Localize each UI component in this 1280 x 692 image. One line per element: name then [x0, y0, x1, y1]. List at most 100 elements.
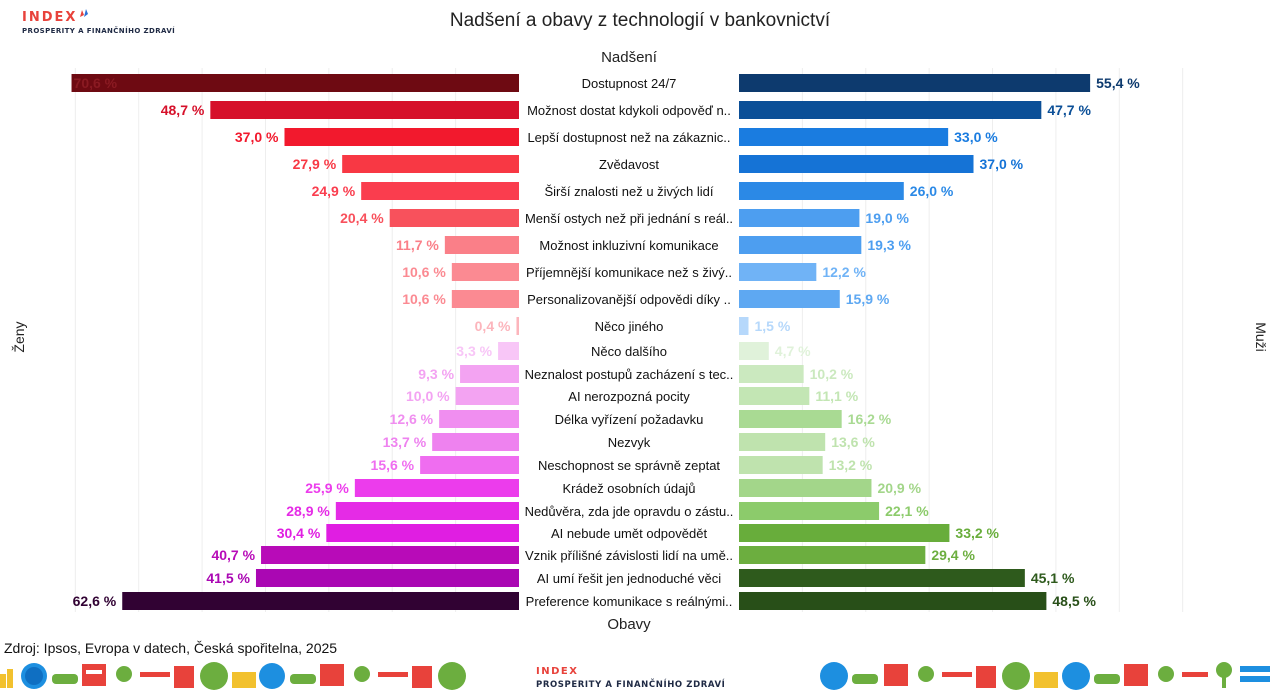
bar-icon — [1034, 672, 1058, 688]
data-label-women: 70,6 % — [74, 75, 118, 91]
footer-logo-subtitle: PROSPERITY A FINANČNÍHO ZDRAVÍ — [536, 678, 725, 690]
data-label-women: 11,7 % — [396, 237, 439, 253]
bar-women — [361, 182, 519, 200]
data-label-women: 3,3 % — [456, 343, 492, 359]
bar-women — [354, 479, 519, 497]
car-icon — [1094, 674, 1120, 684]
gear-icon — [354, 666, 370, 682]
bar-men — [739, 342, 769, 360]
gear-icon — [116, 666, 132, 682]
bar-men — [739, 128, 949, 146]
category-label: Neznalost postupů zacházení s tec.. — [525, 367, 734, 382]
tree-trunk-icon — [1222, 676, 1226, 688]
bench-icon — [884, 664, 908, 686]
car-icon — [52, 674, 78, 684]
data-label-women: 10,6 % — [402, 264, 446, 280]
bench-icon — [82, 664, 106, 686]
category-label: Nedůvěra, zda jde opravdu o zástu.. — [525, 504, 734, 519]
category-label: Neschopnost se správně zeptat — [538, 458, 720, 473]
bar-women — [444, 236, 519, 254]
category-label: Nezvyk — [608, 435, 651, 450]
bar-women — [516, 317, 519, 335]
fence-icon — [140, 672, 170, 677]
water-icon — [1240, 666, 1270, 672]
data-label-men: 22,1 % — [885, 503, 929, 519]
bench-icon — [1124, 664, 1148, 686]
data-label-women: 0,4 % — [475, 318, 511, 334]
diverging-bar-chart: Nadšení Obavy Ženy Muži 70,6 % 55,4 % Dostupno… — [11, 49, 1269, 633]
source-note: Zdroj: Ipsos, Evropa v datech, Česká spo… — [4, 640, 338, 656]
data-label-men: 55,4 % — [1096, 75, 1140, 91]
bar-men — [739, 182, 904, 200]
data-label-men: 4,7 % — [775, 343, 811, 359]
category-label: Dostupnost 24/7 — [582, 76, 677, 91]
bar-women — [342, 155, 519, 173]
category-label: AI umí řešit jen jednoduché věci — [537, 571, 721, 586]
bar-men — [739, 502, 880, 520]
category-label: Krádež osobních údajů — [563, 481, 696, 496]
data-label-women: 27,9 % — [293, 156, 337, 172]
data-label-women: 10,6 % — [402, 291, 446, 307]
data-label-men: 12,2 % — [822, 264, 866, 280]
tree-icon — [1002, 662, 1030, 690]
footer-logo-text: INDEX — [536, 666, 578, 677]
category-label: Vznik přílišné závislosti lidí na umě.. — [525, 548, 733, 563]
category-label: Zvědavost — [599, 157, 659, 172]
bar-women — [432, 433, 519, 451]
bar-women — [451, 263, 519, 281]
bar-men — [739, 365, 804, 383]
globe-icon — [259, 663, 285, 689]
bench-icon — [320, 664, 344, 686]
footer-icon-row-left — [0, 662, 466, 690]
data-label-women: 62,6 % — [73, 593, 117, 609]
data-label-men: 45,1 % — [1031, 570, 1075, 586]
bar-men — [739, 74, 1091, 92]
bar-men — [739, 209, 860, 227]
bar-women — [420, 456, 519, 474]
logo-subtitle: PROSPERITY A FINANČNÍHO ZDRAVÍ — [22, 27, 176, 35]
bar-men — [739, 101, 1042, 119]
data-label-men: 10,2 % — [810, 366, 854, 382]
flag-icon — [80, 9, 89, 17]
data-label-women: 15,6 % — [371, 457, 415, 473]
bar-men — [739, 524, 950, 542]
category-label: Personalizovanější odpovědi díky .. — [527, 292, 731, 307]
globe-icon — [820, 662, 848, 690]
bottom-section-label: Obavy — [607, 616, 651, 633]
data-label-women: 30,4 % — [277, 525, 321, 541]
globe-icon — [1062, 662, 1090, 690]
data-label-men: 26,0 % — [910, 183, 954, 199]
bar-men — [739, 456, 823, 474]
data-label-women: 13,7 % — [383, 434, 427, 450]
data-label-men: 48,5 % — [1052, 593, 1096, 609]
fence-icon — [942, 672, 972, 677]
data-label-women: 37,0 % — [235, 129, 279, 145]
bar-women — [326, 524, 519, 542]
category-label: Možnost dostat kdykoli odpověď n.. — [527, 103, 731, 118]
bar-women — [439, 410, 519, 428]
bar-women — [210, 101, 520, 119]
bar-women — [284, 128, 519, 146]
data-label-men: 15,9 % — [846, 291, 890, 307]
footer-logo: INDEX PROSPERITY A FINANČNÍHO ZDRAVÍ — [536, 666, 725, 690]
gear-icon — [918, 666, 934, 682]
bar-women — [261, 546, 519, 564]
bar-icon — [7, 669, 13, 688]
data-label-women: 40,7 % — [211, 547, 255, 563]
bar-women — [498, 342, 519, 360]
data-label-men: 37,0 % — [980, 156, 1024, 172]
bar-men — [739, 592, 1047, 610]
bar-men — [739, 263, 817, 281]
category-label: AI nebude umět odpovědět — [551, 526, 708, 541]
brand-logo: INDEX PROSPERITY A FINANČNÍHO ZDRAVÍ — [22, 8, 175, 35]
data-label-men: 33,0 % — [954, 129, 998, 145]
category-label: Preference komunikace s reálnými.. — [526, 594, 733, 609]
car-icon — [290, 674, 316, 684]
data-label-women: 20,4 % — [340, 210, 384, 226]
data-label-men: 20,9 % — [877, 480, 921, 496]
tree-icon — [200, 662, 228, 690]
car-icon — [852, 674, 878, 684]
bar-men — [739, 236, 862, 254]
data-label-women: 12,6 % — [390, 411, 434, 427]
bar-men — [739, 569, 1025, 587]
